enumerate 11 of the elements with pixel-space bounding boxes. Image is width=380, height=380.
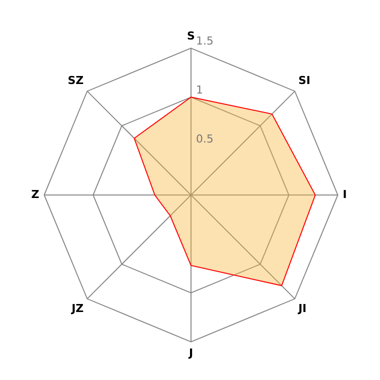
spoke-label: J [188,346,194,360]
spoke-label: I [342,188,347,201]
spoke-label: S [187,29,196,42]
spoke-label: SZ [68,74,84,87]
spoke-label: Z [31,188,40,201]
y-tick-label: 1 [196,83,203,96]
spoke-label: JI [297,302,307,315]
spoke-label: SI [298,74,310,87]
y-tick-label: 1.5 [196,34,214,48]
spoke-label: JZ [70,302,84,315]
y-tick-label: 0.5 [196,132,214,146]
